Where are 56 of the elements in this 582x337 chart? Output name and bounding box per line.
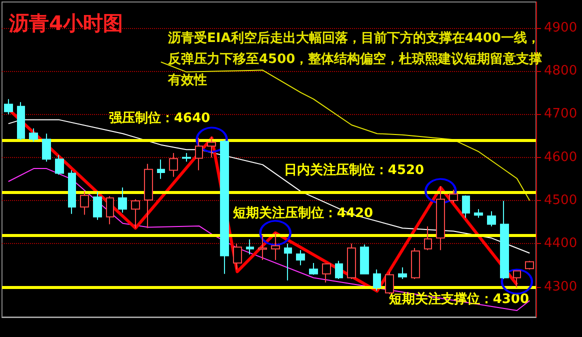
candlestick <box>411 247 420 280</box>
candlestick <box>131 198 140 229</box>
candlestick <box>271 232 280 261</box>
candlestick <box>449 189 458 204</box>
candlestick <box>424 226 432 251</box>
candlestick <box>462 194 470 218</box>
candlestick <box>525 260 534 270</box>
point <box>500 268 533 295</box>
candlestick <box>118 187 127 214</box>
candlestick <box>106 196 114 225</box>
candlestick <box>4 98 13 115</box>
y-tick-label: 4700 <box>544 106 578 122</box>
candlestick <box>322 263 331 283</box>
candlestick <box>360 244 369 274</box>
candlestick <box>207 136 216 158</box>
point <box>259 220 292 246</box>
candlestick <box>220 140 229 274</box>
candlestick <box>500 200 509 280</box>
y-tick-label: 4300 <box>544 279 578 294</box>
y-tick-label: 4400 <box>544 236 578 252</box>
candlestick <box>157 159 165 180</box>
candlestick <box>233 243 242 270</box>
y-tick-label: 4800 <box>544 64 578 79</box>
candlestick <box>385 271 394 295</box>
text: 沥青4小时图 <box>8 11 123 35</box>
candlestick <box>182 152 191 162</box>
candlestick <box>474 208 483 218</box>
candlestick <box>144 163 153 229</box>
candlestick <box>80 191 89 216</box>
candlestick <box>55 154 64 176</box>
candlestick <box>169 152 178 178</box>
candlestick <box>284 243 292 281</box>
candlestick <box>17 102 25 141</box>
candlestick <box>42 133 51 162</box>
candlestick <box>398 266 407 280</box>
point <box>424 178 457 204</box>
candlestick <box>246 238 254 255</box>
candlestick <box>296 250 305 266</box>
candlestick <box>29 128 38 142</box>
candlestick <box>487 210 496 227</box>
candlestick <box>309 262 318 276</box>
candlestick <box>93 191 102 220</box>
candlestick <box>258 234 267 261</box>
point <box>196 126 228 153</box>
candlestick <box>68 170 76 214</box>
candlestick <box>347 243 356 280</box>
candlestick <box>513 270 521 288</box>
y-tick-label: 4500 <box>544 192 578 208</box>
candlestick <box>195 137 203 171</box>
y-tick-label: 4900 <box>544 20 578 36</box>
ref-line-label: 日内关注压制位：4520 <box>284 162 424 178</box>
candlestick <box>335 260 343 280</box>
candlestick <box>436 186 445 251</box>
candlestick <box>373 269 381 292</box>
ref-line-label: 强压制位：4640 <box>109 111 210 126</box>
y-tick-label: 4600 <box>544 150 578 165</box>
